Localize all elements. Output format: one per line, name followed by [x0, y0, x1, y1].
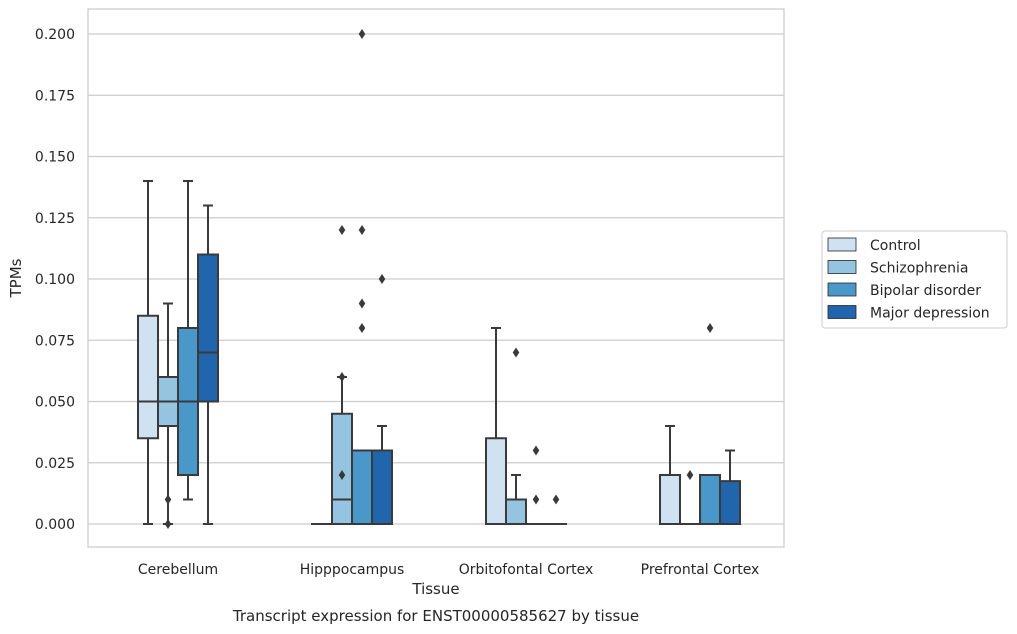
outlier-point	[358, 29, 366, 39]
y-tick-label: 0.075	[35, 333, 75, 349]
y-tick-label: 0.125	[35, 211, 75, 227]
box-group	[331, 225, 353, 525]
outlier-point	[532, 445, 540, 456]
outlier-point	[358, 298, 366, 309]
y-tick-label: 0.025	[35, 456, 75, 472]
legend: Control Schizophrenia Bipolar disorder Majo…	[821, 230, 1008, 329]
outlier-point	[378, 274, 386, 284]
outlier-point	[532, 494, 540, 505]
box-group	[197, 204, 219, 525]
outlier-point	[358, 225, 366, 235]
outlier-point	[706, 323, 714, 333]
y-tick-label: 0.150	[35, 150, 75, 166]
outlier-point	[358, 323, 366, 333]
box-group	[157, 302, 179, 529]
box-group	[177, 180, 199, 501]
x-tick-label: Prefrontal Cortex	[641, 562, 760, 578]
box-group	[699, 323, 721, 525]
outlier-point	[164, 494, 172, 505]
x-tick-label: Hipppocampus	[300, 562, 405, 578]
y-tick-label: 0.200	[35, 27, 75, 43]
legend-swatch	[827, 237, 857, 252]
box	[351, 449, 373, 525]
box-group	[351, 29, 373, 525]
legend-label: Control	[870, 238, 921, 254]
outlier-point	[686, 470, 694, 480]
box	[659, 474, 681, 525]
x-axis-label: Tissue	[411, 580, 459, 598]
box	[719, 480, 741, 525]
box-group	[137, 180, 159, 525]
chart-caption: Transcript expression for ENST0000058562…	[232, 607, 639, 625]
box-group	[525, 445, 547, 526]
y-tick-label: 0.175	[35, 88, 75, 104]
box-group	[545, 494, 567, 526]
outlier-point	[164, 519, 172, 529]
box	[371, 449, 393, 525]
outlier-point	[338, 225, 346, 235]
box	[699, 474, 721, 525]
box	[485, 437, 507, 525]
box-group	[485, 327, 507, 525]
box-group	[371, 274, 393, 525]
legend-label: Bipolar disorder	[870, 283, 981, 299]
outlier-point	[552, 494, 560, 505]
box	[197, 253, 219, 403]
legend-label: Schizophrenia	[870, 261, 968, 277]
y-tick-label: 0.100	[35, 272, 75, 288]
box	[137, 314, 159, 440]
outlier-point	[338, 372, 346, 382]
y-axis-label: TPMs	[7, 258, 25, 298]
x-tick-label: Cerebellum	[138, 562, 218, 578]
legend-swatch	[827, 282, 857, 297]
y-tick-label: 0.000	[35, 517, 75, 533]
box-group	[505, 347, 527, 525]
outlier-point	[338, 470, 346, 480]
outlier-point	[512, 347, 520, 358]
y-tick-label: 0.050	[35, 395, 75, 411]
legend-swatch	[827, 305, 857, 319]
plot-frame	[87, 8, 785, 548]
box-group	[719, 449, 741, 525]
box-group	[679, 470, 701, 526]
legend-swatch	[827, 260, 857, 274]
box	[505, 498, 527, 525]
box	[331, 412, 353, 525]
legend-frame	[821, 230, 1008, 329]
x-tick-label: Orbitofontal Cortex	[459, 562, 594, 578]
legend-label: Major depression	[870, 306, 990, 322]
box-group	[659, 425, 681, 525]
